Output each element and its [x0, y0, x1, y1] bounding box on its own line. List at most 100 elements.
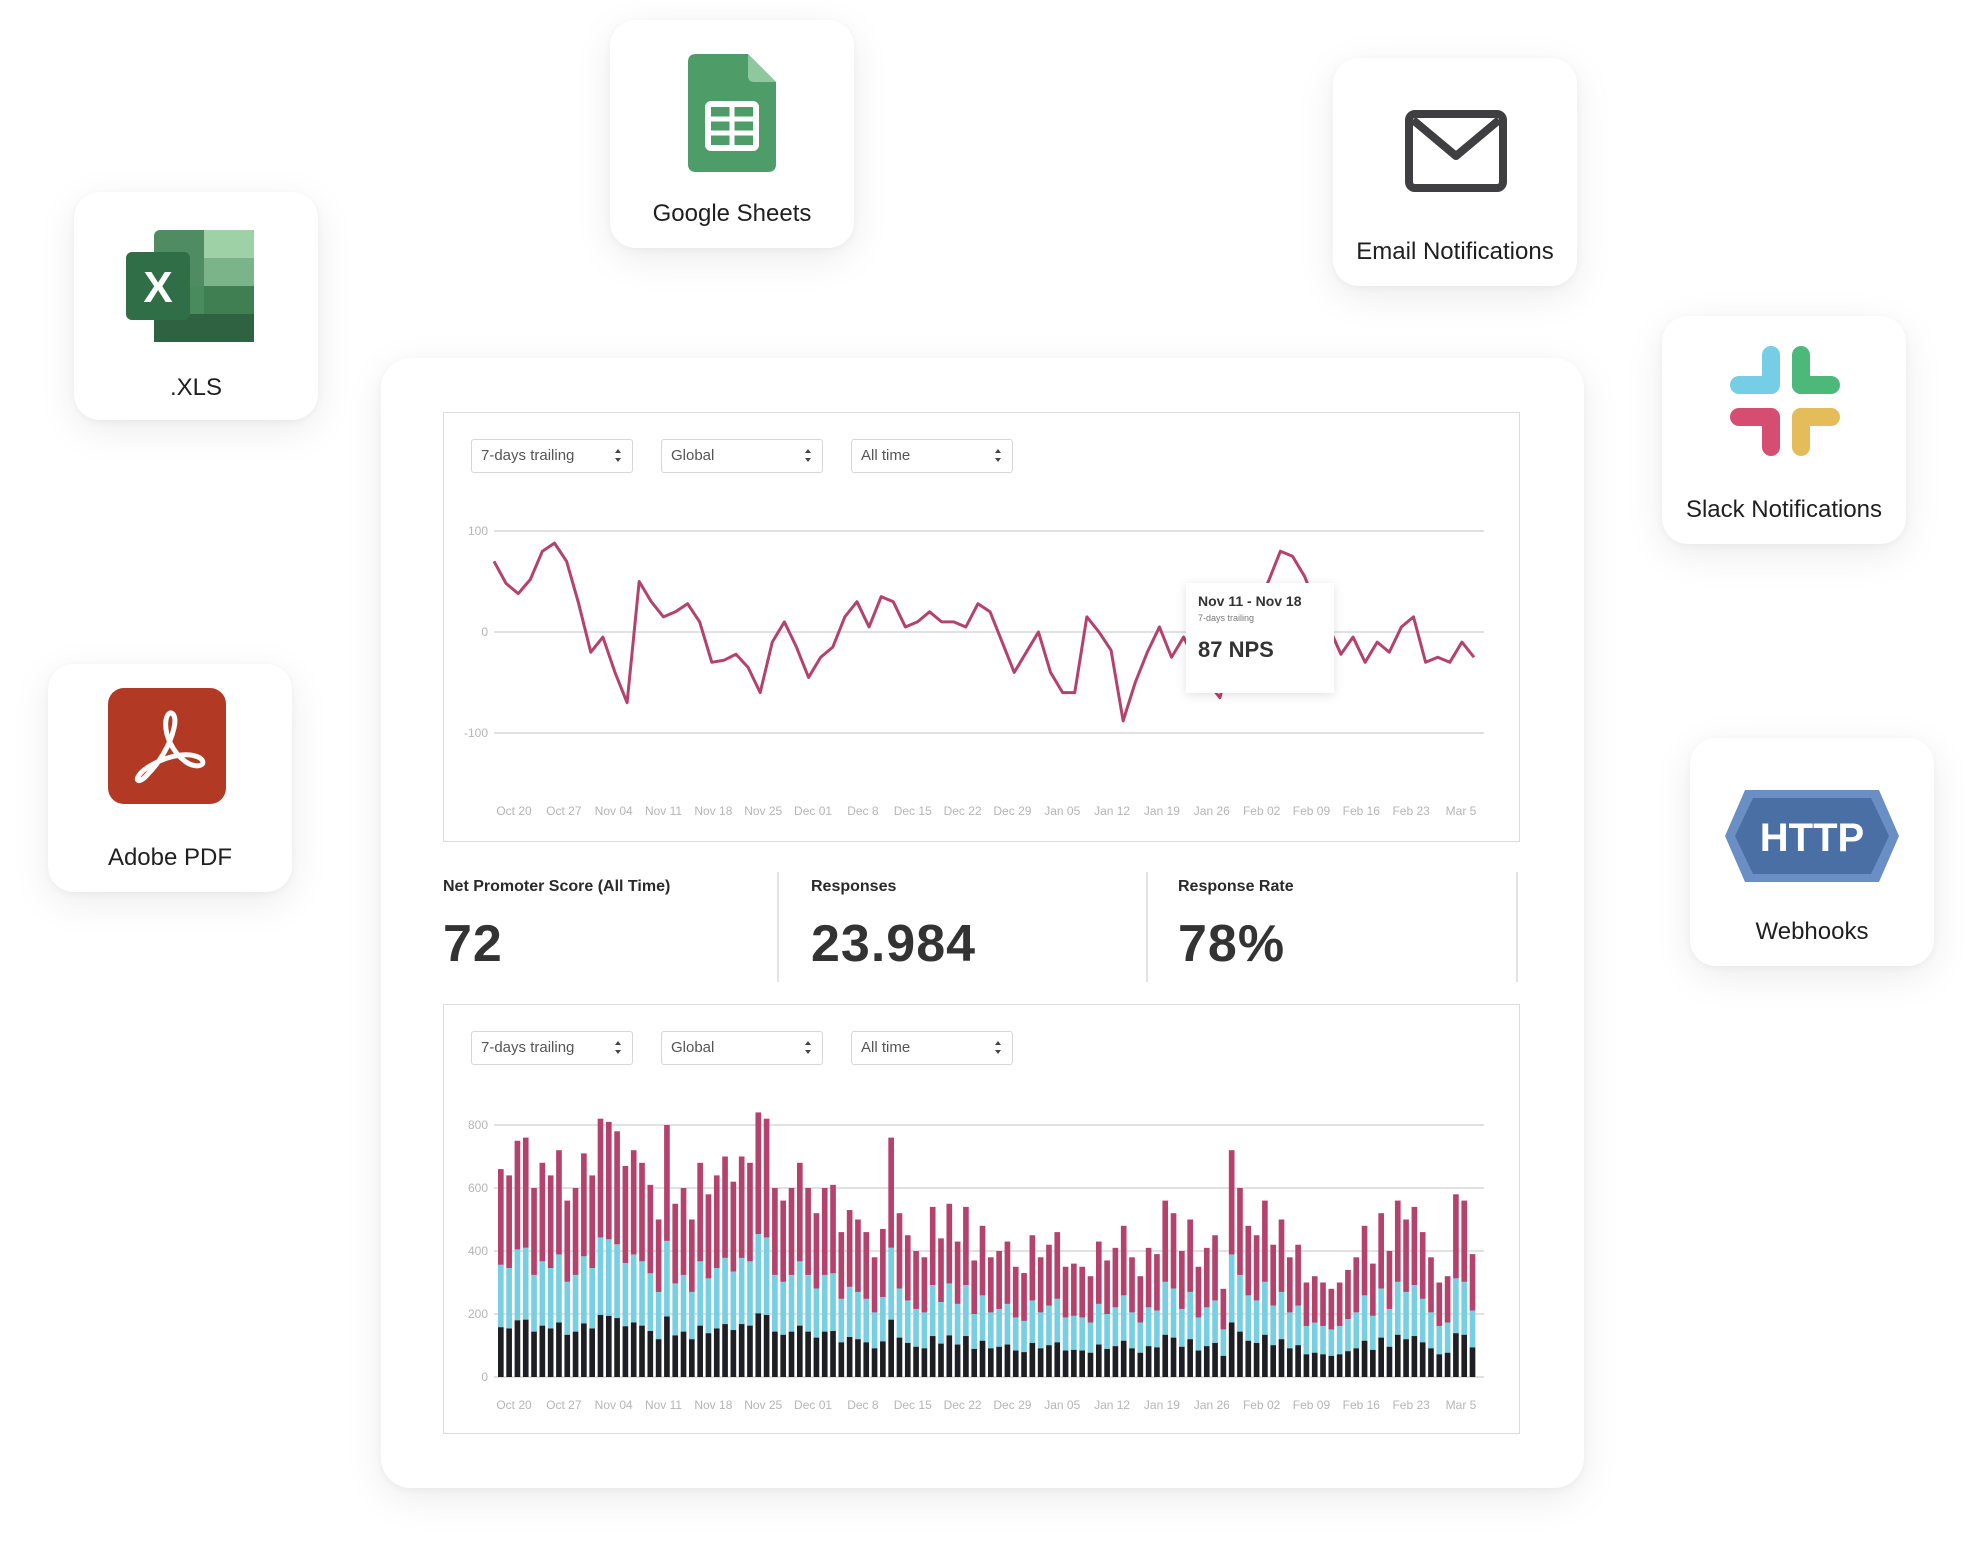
bar-detractors — [1419, 1342, 1426, 1377]
bar-promoters — [664, 1125, 670, 1241]
bar-detractors — [498, 1327, 504, 1377]
region-select[interactable]: Global — [661, 439, 823, 473]
bar-promoters — [572, 1188, 579, 1275]
bar-passives — [680, 1274, 687, 1332]
bar-passives — [1311, 1322, 1318, 1353]
bar-promoters — [647, 1184, 654, 1274]
bar-passives — [888, 1247, 894, 1320]
bar-promoters — [1403, 1219, 1409, 1292]
bar-detractors — [689, 1339, 695, 1377]
integration-google-sheets-card[interactable]: Google Sheets — [610, 20, 854, 248]
bar-promoters — [946, 1203, 953, 1284]
bar-promoters — [1328, 1288, 1335, 1330]
y-tick-label: 100 — [468, 524, 488, 538]
bar-promoters — [871, 1257, 878, 1313]
bar-detractors — [1095, 1344, 1102, 1377]
range-select[interactable]: All time — [851, 439, 1013, 473]
bar-promoters — [904, 1235, 911, 1301]
bar-passives — [938, 1302, 944, 1344]
bar-detractors — [1129, 1348, 1135, 1377]
bar-promoters — [1320, 1282, 1326, 1326]
bar-passives — [605, 1239, 612, 1316]
stat-divider — [1146, 872, 1148, 982]
bar-passives — [1444, 1322, 1451, 1353]
bar-passives — [1179, 1308, 1185, 1347]
x-tick-label: Dec 8 — [847, 804, 879, 818]
bar-passives — [1095, 1303, 1102, 1345]
bar-passives — [1129, 1312, 1135, 1349]
bar-promoters — [639, 1162, 645, 1262]
bar-detractors — [896, 1337, 903, 1377]
bar-detractors — [971, 1348, 978, 1377]
integration-slack-card[interactable]: Slack Notifications — [1662, 316, 1906, 544]
bar-promoters — [1012, 1266, 1019, 1318]
bar-detractors — [747, 1325, 753, 1377]
period-select[interactable]: 7-days trailing — [471, 439, 633, 473]
bar-promoters — [780, 1200, 787, 1282]
x-tick-label: Jan 12 — [1094, 1398, 1130, 1412]
bar-promoters — [730, 1181, 737, 1272]
x-tick-label: Jan 19 — [1144, 1398, 1180, 1412]
bar-passives — [589, 1268, 596, 1329]
integration-xls-card[interactable]: X .XLS — [74, 192, 318, 420]
x-tick-label: Jan 26 — [1194, 804, 1230, 818]
bar-passives — [1320, 1325, 1326, 1355]
bar-detractors — [547, 1328, 554, 1377]
x-tick-label: Nov 18 — [694, 1398, 732, 1412]
bar-detractors — [1262, 1334, 1268, 1377]
bar-promoters — [888, 1137, 894, 1248]
bar-promoters — [1286, 1257, 1293, 1313]
integration-xls-label: .XLS — [169, 374, 223, 401]
integration-webhooks-card[interactable]: HTTP Webhooks — [1690, 738, 1934, 966]
bar-promoters — [614, 1131, 620, 1245]
stat-divider — [777, 872, 779, 982]
integration-google-sheets-label: Google Sheets — [652, 200, 812, 227]
bar-promoters — [1021, 1273, 1027, 1321]
bar-detractors — [531, 1331, 537, 1377]
stat-divider — [1516, 872, 1518, 982]
bar-promoters — [921, 1257, 928, 1313]
bar-passives — [1203, 1307, 1210, 1347]
bar-detractors — [979, 1340, 986, 1377]
bar-promoters — [1112, 1247, 1119, 1308]
bar-promoters — [514, 1140, 521, 1250]
bar-detractors — [871, 1348, 878, 1377]
bar-detractors — [713, 1328, 720, 1377]
bar-detractors — [1029, 1342, 1036, 1377]
bar-passives — [672, 1283, 679, 1336]
period-select[interactable]: 7-days trailing — [471, 1031, 633, 1065]
svg-text:X: X — [143, 263, 172, 312]
bar-detractors — [772, 1331, 778, 1377]
bar-passives — [755, 1233, 762, 1314]
bar-detractors — [1328, 1355, 1335, 1377]
bar-passives — [531, 1274, 537, 1332]
bar-passives — [1270, 1305, 1277, 1346]
bar-detractors — [1079, 1350, 1086, 1377]
bar-detractors — [1195, 1350, 1202, 1377]
bar-passives — [913, 1308, 919, 1347]
bar-detractors — [1303, 1354, 1310, 1377]
bar-promoters — [763, 1118, 770, 1238]
range-select-value: All time — [861, 447, 911, 464]
bar-promoters — [605, 1121, 612, 1240]
range-select[interactable]: All time — [851, 1031, 1013, 1065]
bar-passives — [929, 1285, 936, 1337]
bar-promoters — [830, 1184, 836, 1274]
integration-adobe-pdf-card[interactable]: Adobe PDF — [48, 664, 292, 892]
y-tick-label: 800 — [468, 1118, 488, 1132]
bar-detractors — [1461, 1334, 1468, 1377]
bar-detractors — [988, 1348, 994, 1377]
bar-detractors — [1162, 1334, 1169, 1377]
bar-detractors — [1137, 1352, 1144, 1377]
bar-passives — [622, 1262, 629, 1327]
bar-detractors — [539, 1325, 546, 1377]
bar-passives — [564, 1281, 571, 1335]
bar-detractors — [1212, 1342, 1218, 1377]
x-tick-label: Dec 15 — [894, 1398, 932, 1412]
bar-promoters — [1162, 1200, 1169, 1282]
integration-email-card[interactable]: Email Notifications — [1333, 58, 1577, 286]
region-select[interactable]: Global — [661, 1031, 823, 1065]
bar-promoters — [722, 1156, 728, 1258]
bar-passives — [846, 1286, 853, 1337]
bar-passives — [1411, 1285, 1418, 1337]
